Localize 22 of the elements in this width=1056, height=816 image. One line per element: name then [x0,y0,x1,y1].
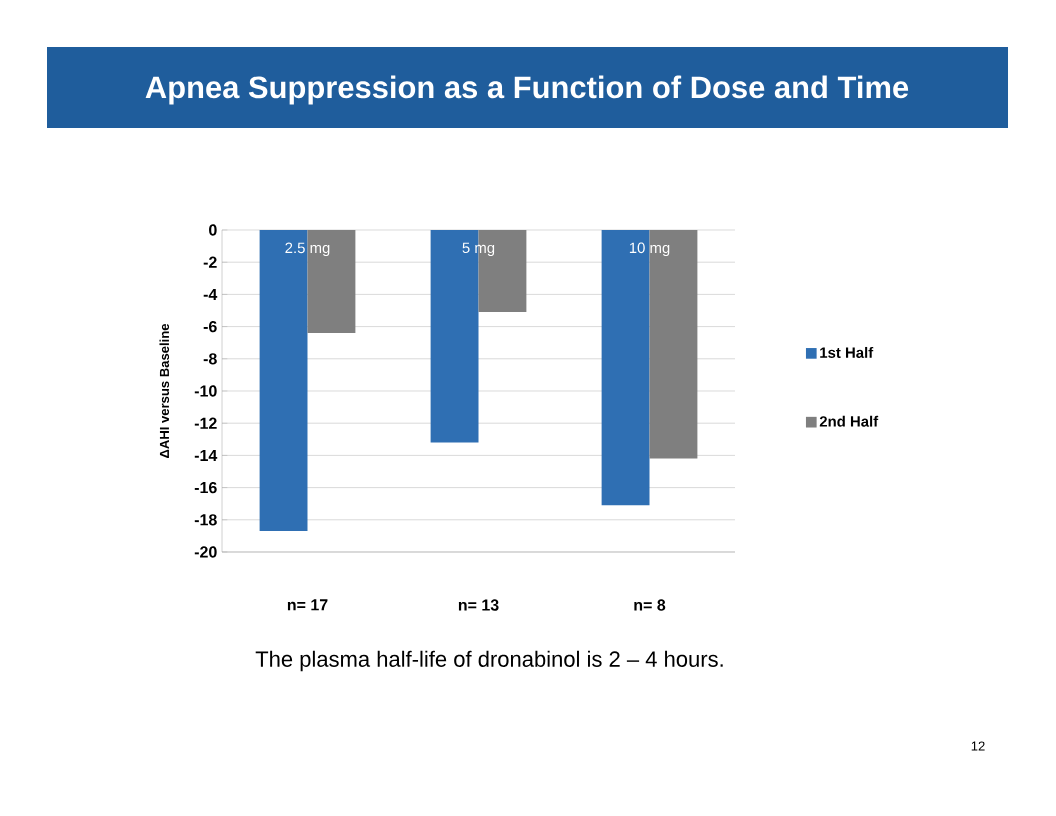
y-tick-label: -6 [203,320,217,333]
x-tick-label: n= 8 [634,599,666,611]
y-tick-label: -2 [203,256,217,268]
y-tick-label: -4 [203,288,218,300]
legend-label: 1st Half [820,346,874,358]
y-tick-label: -12 [194,417,217,429]
annotation: 10 mg [629,242,670,257]
text: The plasma half-life of dronabinol is 2 – 4 hours. [255,650,723,672]
legend-label: 2nd Half [819,415,879,427]
y-tick-label: -14 [194,449,218,461]
y-tick-label: -10 [194,385,217,397]
chart-title: Apnea Suppression as a Function of Dose and Time [145,75,909,105]
y-tick-label: -16 [194,481,217,494]
y-tick-label: -18 [194,514,217,526]
text: 12 [971,741,985,751]
x-tick-label: n= 17 [287,599,328,611]
y-tick-label: 0 [209,224,217,236]
y-tick-label: -20 [194,546,217,558]
annotation: 2.5 mg [285,242,330,257]
x-tick-label: n= 13 [458,599,499,611]
y-tick-label: -8 [203,353,217,365]
y-axis-title: ΔAHI versus Baseline [159,323,170,458]
